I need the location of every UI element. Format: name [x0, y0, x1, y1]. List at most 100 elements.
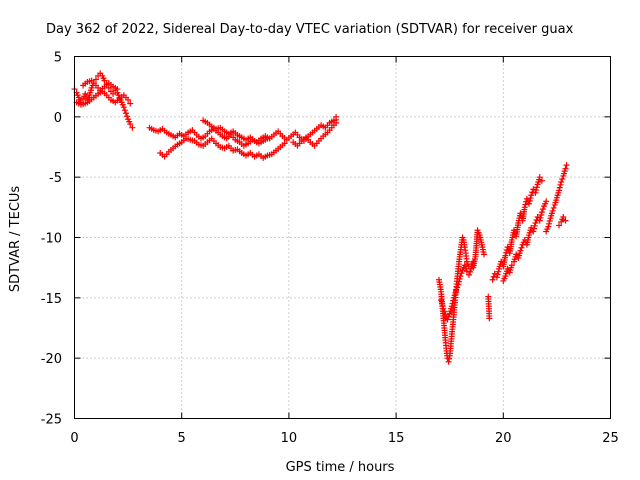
data-point: [504, 265, 511, 272]
data-point: [530, 186, 537, 193]
data-point: [455, 281, 462, 288]
axis-ticks: 0 5 10 15 20 25 -25 -20 -15 -10 -5 0 5: [41, 51, 619, 447]
data-point: [455, 278, 462, 285]
data-point: [494, 271, 501, 278]
x-tick-label: 15: [388, 431, 405, 446]
data-point: [481, 251, 488, 258]
data-point: [120, 104, 127, 111]
data-point: [441, 308, 448, 315]
data-point: [438, 300, 445, 307]
data-point: [489, 276, 496, 283]
data-point: [110, 90, 117, 97]
data-point: [127, 121, 134, 128]
data-point: [537, 214, 544, 221]
data-point: [558, 178, 565, 185]
data-point: [490, 273, 497, 280]
data-point: [462, 265, 469, 272]
data-point: [533, 217, 540, 224]
data-point: [470, 258, 477, 265]
data-point: [122, 110, 129, 117]
data-point: [114, 86, 121, 93]
data-point: [463, 268, 470, 275]
data-point: [528, 192, 535, 199]
data-point: [545, 223, 552, 230]
data-point: [532, 220, 539, 227]
data-point: [539, 206, 546, 213]
data-point: [121, 107, 128, 114]
x-tick-label: 10: [281, 431, 298, 446]
y-tick-label: -5: [49, 171, 62, 186]
data-point: [486, 315, 493, 322]
data-point: [517, 247, 524, 254]
x-tick-label: 0: [70, 431, 78, 446]
data-point: [508, 262, 515, 269]
data-point: [440, 305, 447, 312]
y-tick-label: 0: [54, 111, 62, 126]
data-point: [562, 217, 569, 224]
x-axis-label: GPS time / hours: [286, 460, 395, 475]
y-tick-label: -10: [41, 232, 62, 247]
y-tick-label: -15: [41, 292, 62, 307]
data-point: [531, 225, 538, 232]
data-point: [281, 140, 288, 147]
data-point: [526, 197, 533, 204]
data-point: [465, 271, 472, 278]
data-point: [531, 222, 538, 229]
data-point: [129, 124, 136, 131]
data-point: [562, 165, 569, 172]
data-point: [461, 262, 468, 269]
data-point: [532, 189, 539, 196]
data-point: [453, 287, 460, 294]
data-point: [563, 162, 570, 169]
data-point: [518, 244, 525, 251]
chart-title: Day 362 of 2022, Sidereal Day-to-day VTE…: [46, 22, 574, 37]
y-axis-label: SDTVAR / TECUs: [8, 186, 23, 293]
x-tick-label: 25: [602, 431, 619, 446]
data-point: [550, 204, 557, 211]
data-point: [522, 201, 529, 208]
y-tick-label: 5: [54, 51, 62, 66]
data-point: [264, 135, 271, 142]
data-point: [543, 198, 550, 205]
data-point: [513, 251, 520, 258]
data-point: [502, 252, 509, 259]
data-point: [528, 224, 535, 231]
data-point: [445, 313, 452, 320]
grid-lines: [74, 56, 611, 419]
data-point: [458, 270, 465, 277]
data-point: [456, 275, 463, 282]
data-point: [538, 209, 545, 216]
data-point: [493, 274, 500, 281]
data-point: [467, 268, 474, 275]
data-point: [534, 213, 541, 220]
data-point: [521, 204, 528, 211]
data-point: [556, 184, 563, 191]
data-point: [546, 220, 553, 227]
data-point: [82, 90, 89, 97]
x-tick-label: 5: [178, 431, 186, 446]
data-point: [449, 300, 456, 307]
data-point: [549, 207, 556, 214]
data-point: [101, 77, 108, 84]
data-point: [439, 302, 446, 309]
data-point: [457, 273, 464, 280]
data-point: [538, 177, 545, 184]
data-point: [557, 181, 564, 188]
data-point: [124, 113, 131, 120]
data-point: [530, 228, 537, 235]
data-point: [491, 270, 498, 277]
data-point: [444, 316, 451, 323]
data-point: [533, 184, 540, 191]
data-point: [454, 284, 461, 291]
x-tick-label: 20: [495, 431, 512, 446]
data-point: [533, 187, 540, 194]
data-point: [527, 195, 534, 202]
data-point: [529, 189, 536, 196]
data-point: [333, 113, 340, 120]
data-point: [526, 200, 533, 207]
y-tick-label: -25: [41, 413, 62, 428]
y-tick-label: -20: [41, 352, 62, 367]
data-point: [556, 222, 563, 229]
